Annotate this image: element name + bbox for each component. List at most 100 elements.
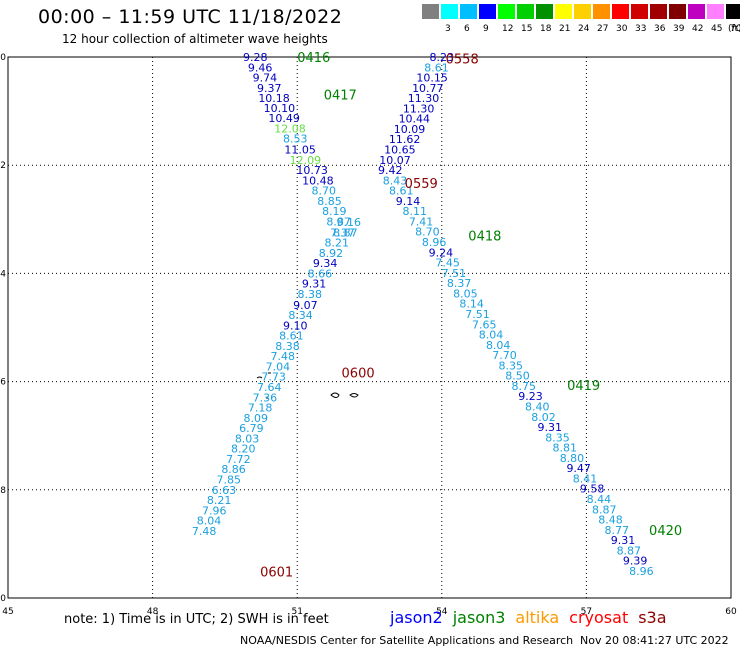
swh-value: 8.03 xyxy=(235,432,260,445)
swh-value: 10.49 xyxy=(268,112,300,125)
swh-value: 8.77 xyxy=(605,524,630,537)
swh-value: 9.34 xyxy=(313,257,338,270)
swh-value: 8.92 xyxy=(319,247,344,260)
satellite-name: altika xyxy=(515,608,560,627)
legend-value-label: 39 xyxy=(673,24,685,34)
swh-value: 8.50 xyxy=(505,370,530,383)
swh-value: 10.44 xyxy=(399,113,431,126)
swh-value: 8.85 xyxy=(317,195,342,208)
legend-value-label: 27 xyxy=(597,24,609,34)
swh-value: 9.28 xyxy=(243,51,268,64)
swh-value: 8.66 xyxy=(308,267,333,280)
legend-value-label: 3 xyxy=(445,24,451,34)
swh-value: 8.38 xyxy=(275,340,300,353)
swh-value: 10.73 xyxy=(296,164,328,177)
legend-value-label: 12 xyxy=(502,24,514,34)
legend-value-label: 24 xyxy=(578,24,590,34)
legend-swatch xyxy=(574,4,591,19)
swh-value: 8.23 xyxy=(430,51,455,64)
legend-swatch xyxy=(631,4,648,19)
swh-value: 8.75 xyxy=(511,380,536,393)
swh-value: 9.24 xyxy=(429,246,454,259)
swh-value: 8.02 xyxy=(531,411,556,424)
legend-swatch xyxy=(441,4,458,19)
swh-value: 8.09 xyxy=(243,412,268,425)
pass-time-label: 0419 xyxy=(567,379,600,394)
legend-value-label: 42 xyxy=(692,24,704,34)
legend-swatch xyxy=(517,4,534,19)
swh-value: 8.87 xyxy=(592,503,617,516)
satellite-name: cryosat xyxy=(569,608,629,627)
legend-value-label: 15 xyxy=(521,24,533,34)
swh-value: 7.18 xyxy=(248,402,273,415)
map-subtitle: 12 hour collection of altimeter wave hei… xyxy=(62,32,328,46)
swh-value: 8.44 xyxy=(587,493,612,506)
swh-value: 11.30 xyxy=(408,92,440,105)
swh-value: 8.48 xyxy=(598,514,623,527)
swh-value: 8.21 xyxy=(324,237,349,250)
swh-value: 11.30 xyxy=(403,102,435,115)
longitude-tick-label: 54 xyxy=(436,607,448,617)
swh-value: 7.51 xyxy=(442,267,467,280)
swh-value: 8.04 xyxy=(197,515,222,528)
pass-time-label: 0416 xyxy=(297,51,330,66)
swh-value: 12.09 xyxy=(290,154,322,167)
legend-value-label: 9 xyxy=(483,24,489,34)
legend-swatch xyxy=(460,4,477,19)
legend-swatch xyxy=(726,4,740,19)
legend-value-label: 45 xyxy=(711,24,723,34)
swh-value: 10.15 xyxy=(416,72,448,85)
legend-swatch xyxy=(707,4,724,19)
swh-value: 11.05 xyxy=(284,144,316,157)
legend-value-label: 33 xyxy=(635,24,647,34)
swh-value: 8.43 xyxy=(383,174,408,187)
swh-value: 8.87 xyxy=(333,226,358,239)
swh-value: 8.35 xyxy=(545,431,570,444)
pass-time-label: 0420 xyxy=(649,524,682,539)
swh-value: 7.72 xyxy=(226,453,251,466)
swh-value: 8.34 xyxy=(288,309,313,322)
swh-value: 8.81 xyxy=(552,442,577,455)
latitude-tick-label: -42 xyxy=(0,161,6,171)
legend-value-label: 18 xyxy=(540,24,552,34)
pass-time-label: 0558 xyxy=(446,53,479,68)
latitude-tick-label: -46 xyxy=(0,378,6,388)
swh-value: 10.77 xyxy=(412,82,444,95)
swh-value: 7.48 xyxy=(270,350,295,363)
legend-swatch xyxy=(479,4,496,19)
swh-value: 8.86 xyxy=(221,463,246,476)
coastline-islands xyxy=(256,372,359,399)
swh-value: 9.07 xyxy=(293,299,318,312)
legend-swatch xyxy=(669,4,686,19)
swh-value: 8.87 xyxy=(326,215,351,228)
swh-value: 7.65 xyxy=(472,318,497,331)
swh-value: 7.48 xyxy=(192,525,217,538)
pass-time-label: 0601 xyxy=(260,565,293,580)
swh-value: 8.70 xyxy=(311,185,336,198)
swh-value: 10.09 xyxy=(394,123,426,136)
swh-value: 9.31 xyxy=(611,534,636,547)
latitude-tick-label: -40 xyxy=(0,53,6,63)
legend-unit-label: (ft) xyxy=(728,24,740,34)
swh-value: 10.65 xyxy=(384,144,416,157)
swh-value: 8.80 xyxy=(560,452,585,465)
swh-value: 8.53 xyxy=(283,133,308,146)
swh-value: 12.08 xyxy=(274,122,306,135)
legend-value-label: 30 xyxy=(616,24,628,34)
swh-value: 9.16 xyxy=(337,216,362,229)
swh-value: 8.04 xyxy=(479,329,504,342)
pass-time-label: 0600 xyxy=(342,366,375,381)
map-title: 00:00 – 11:59 UTC 11/18/2022 xyxy=(38,6,343,28)
swh-value: 8.14 xyxy=(459,298,484,311)
legend-value-label: 70 xyxy=(730,24,740,34)
map-gridlines xyxy=(8,57,731,598)
swh-value: 7.51 xyxy=(465,308,490,321)
latitude-tick-label: -48 xyxy=(0,486,6,496)
swh-value: 9.31 xyxy=(538,421,563,434)
longitude-tick-label: 57 xyxy=(581,607,592,617)
swh-value: 7.64 xyxy=(257,381,282,394)
swh-value: 8.61 xyxy=(279,330,304,343)
swh-value: 9.42 xyxy=(378,164,403,177)
swh-value: 8.61 xyxy=(424,61,449,74)
swh-value: 7.73 xyxy=(261,371,286,384)
